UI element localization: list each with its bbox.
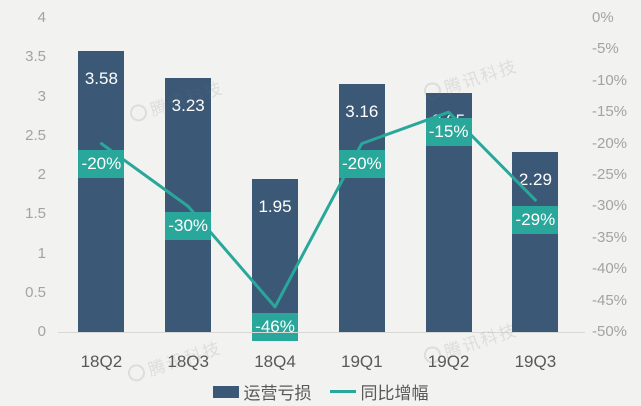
right-axis-tick--25%: -25%	[592, 166, 628, 183]
bar-value-label-19Q3: 2.29	[518, 170, 552, 190]
bar-value-label-19Q1: 3.16	[345, 101, 379, 121]
line-swatch-icon	[329, 390, 356, 393]
right-axis-tick--35%: -35%	[592, 228, 628, 246]
right-axis-tick--30%: -30%	[592, 197, 628, 215]
right-axis-tick--15%: -15%	[592, 103, 628, 121]
right-axis-tick--40%: -40%	[592, 260, 628, 278]
bar-swatch-icon	[212, 385, 239, 398]
right-axis-tick-0%: 0%	[592, 9, 614, 26]
category-label-18Q2: 18Q2	[80, 352, 123, 371]
bar-value-label-18Q2: 3.58	[84, 68, 118, 88]
left-axis-tick-2: 2	[37, 166, 46, 183]
legend-item-operating-loss: 运营亏损	[212, 379, 312, 404]
legend-label-yoy-change: 同比增幅	[360, 384, 429, 403]
line-value-label-19Q2: -15%	[425, 118, 472, 147]
right-axis-tick--5%: -5%	[592, 40, 619, 58]
legend: 运营亏损 同比增幅	[0, 379, 641, 404]
left-axis-tick-0: 0	[37, 323, 46, 340]
line-value-label-18Q3: -30%	[165, 212, 212, 241]
line-value-label-18Q4: -46%	[252, 312, 298, 341]
bar-18Q3	[165, 78, 212, 332]
bar-value-label-18Q4: 1.95	[258, 196, 292, 216]
legend-item-yoy-change: 同比增幅	[329, 379, 429, 404]
left-axis-tick-1.5: 1.5	[25, 205, 46, 223]
category-label-18Q4: 18Q4	[254, 352, 296, 371]
left-axis-tick-4: 4	[37, 9, 46, 26]
bar-value-label-18Q3: 3.23	[171, 96, 205, 116]
line-value-label-19Q3: -29%	[512, 206, 559, 235]
x-axis-baseline	[58, 332, 585, 333]
right-axis-tick--10%: -10%	[592, 71, 628, 89]
bar-18Q2	[78, 50, 125, 332]
left-axis-tick-3: 3	[37, 87, 46, 105]
right-axis-tick--45%: -45%	[592, 291, 628, 309]
category-label-19Q2: 19Q2	[427, 352, 470, 371]
category-label-19Q3: 19Q3	[514, 352, 557, 371]
line-value-label-18Q2: -20%	[78, 149, 125, 178]
left-axis-tick-0.5: 0.5	[25, 283, 46, 301]
left-axis-tick-2.5: 2.5	[25, 126, 46, 144]
watermark-logo-icon	[127, 102, 150, 124]
left-axis-tick-3.5: 3.5	[25, 48, 46, 66]
line-value-label-19Q1: -20%	[338, 149, 385, 178]
right-axis-tick--50%: -50%	[592, 323, 628, 340]
category-label-18Q3: 18Q3	[167, 352, 209, 371]
left-axis-tick-1: 1	[37, 244, 46, 262]
legend-label-operating-loss: 运营亏损	[243, 384, 312, 403]
category-label-19Q1: 19Q1	[341, 352, 383, 371]
right-axis-tick--20%: -20%	[592, 134, 628, 152]
